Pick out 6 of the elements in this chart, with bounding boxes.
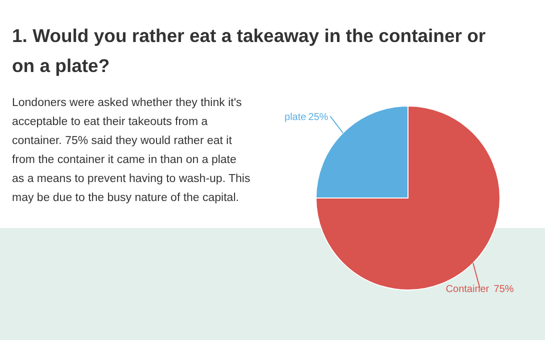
data-label: 25% bbox=[308, 112, 328, 124]
slice-label: Container bbox=[446, 284, 490, 295]
data-label: 75% bbox=[494, 284, 514, 295]
chart-title: 1. Would you rather eat a takeaway in the container or on a plate? bbox=[12, 25, 486, 76]
text: Londoners were asked whether they think it's acceptable to eat their takeouts from a container. 75% said they would rather eat it from the container it came in than on a plate as a means to prevent having to wash-up. This may be due to the busy nature of the capital. bbox=[12, 97, 250, 204]
slice-label: plate bbox=[284, 112, 307, 124]
